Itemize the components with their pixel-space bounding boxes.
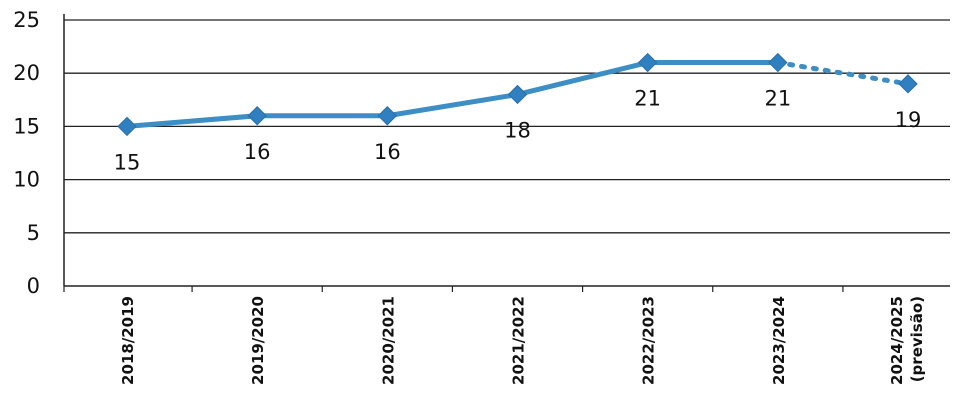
data-label-1: 16 [244, 140, 271, 164]
data-labels: 15 16 16 18 21 21 19 [114, 87, 922, 175]
x-tick-sublabel-6: (previsão) [908, 296, 926, 382]
y-tick-label-10: 10 [13, 168, 40, 192]
data-label-2: 16 [374, 140, 401, 164]
y-tick-labels: 0 5 10 15 20 25 [13, 8, 40, 298]
x-tick-label-2: 2020/2021 [379, 296, 397, 385]
x-tick-label-1: 2019/2020 [249, 296, 267, 385]
x-tick-label-4: 2022/2023 [640, 296, 658, 385]
data-point-1 [247, 106, 267, 126]
data-point-6 [898, 74, 918, 94]
series-markers [117, 52, 918, 137]
series-line-actual [126, 60, 778, 129]
data-point-3 [507, 84, 528, 105]
data-point-0 [117, 116, 137, 137]
y-tick-label-0: 0 [27, 274, 40, 298]
series-line-forecast [775, 60, 911, 87]
data-label-0: 15 [114, 150, 141, 174]
gridlines [64, 19, 950, 234]
x-tick-label-0: 2018/2019 [119, 296, 137, 385]
y-tick-label-5: 5 [27, 221, 40, 245]
y-tick-label-20: 20 [13, 61, 40, 85]
series-line [126, 60, 911, 129]
x-tick-label-5: 2023/2024 [770, 296, 788, 385]
data-point-2 [377, 106, 398, 126]
data-label-5: 21 [764, 87, 791, 111]
data-label-6: 19 [895, 108, 922, 132]
y-tick-label-25: 25 [13, 8, 40, 32]
x-tick-label-6: 2024/2025 [888, 296, 906, 385]
data-point-4 [637, 52, 658, 73]
data-point-5 [768, 52, 788, 73]
data-label-4: 21 [634, 87, 661, 111]
y-tick-label-15: 15 [13, 114, 40, 138]
data-label-3: 18 [504, 118, 531, 142]
axes [63, 14, 950, 292]
x-tick-label-3: 2021/2022 [510, 296, 528, 385]
x-tick-labels: 2018/2019 2019/2020 2020/2021 2021/2022 2022… [119, 296, 926, 385]
